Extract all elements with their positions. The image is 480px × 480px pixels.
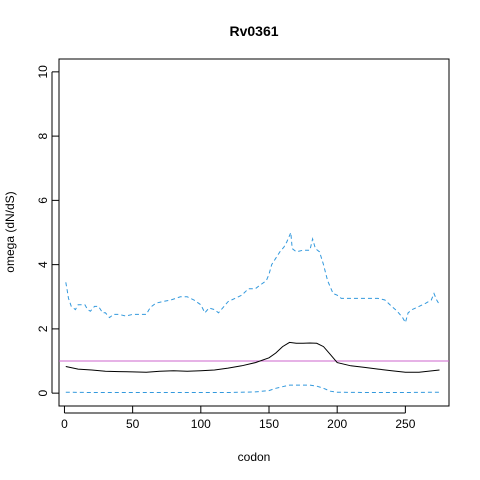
y-axis: 0 2 4 6 8 10 (36, 65, 59, 396)
y-tick-label: 0 (36, 389, 50, 396)
y-tick-label: 6 (36, 197, 50, 204)
series-upper-line (65, 232, 440, 324)
y-tick-label: 10 (36, 65, 50, 79)
x-tick-label: 150 (259, 417, 279, 431)
x-axis-label: codon (238, 450, 271, 464)
series-layer (65, 232, 440, 393)
chart-title: Rv0361 (229, 23, 278, 39)
y-tick-label: 8 (36, 132, 50, 139)
series-lower-line (65, 384, 440, 393)
x-tick-label: 200 (327, 417, 347, 431)
series-estimate-line (65, 341, 440, 373)
y-axis-label: omega (dN/dS) (3, 191, 17, 272)
y-tick-label: 2 (36, 325, 50, 332)
x-tick-label: 0 (61, 417, 68, 431)
x-tick-label: 250 (395, 417, 415, 431)
y-tick-label: 4 (36, 261, 50, 268)
plot-frame (58, 58, 450, 407)
x-tick-label: 50 (126, 417, 140, 431)
x-axis: 0 50 100 150 200 250 (61, 406, 416, 431)
x-tick-label: 100 (191, 417, 211, 431)
